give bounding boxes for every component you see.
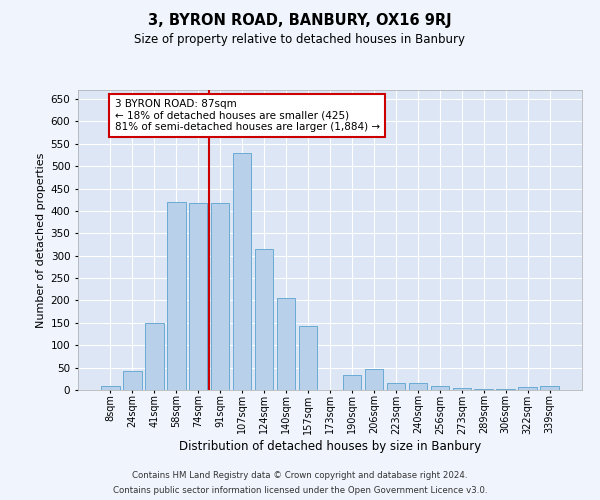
- Bar: [145, 323, 164, 390]
- Bar: [101, 386, 119, 390]
- Bar: [299, 326, 317, 390]
- Bar: [189, 203, 208, 390]
- Bar: [123, 370, 142, 390]
- Y-axis label: Number of detached properties: Number of detached properties: [37, 152, 46, 328]
- Text: 3 BYRON ROAD: 87sqm
← 18% of detached houses are smaller (425)
81% of semi-detac: 3 BYRON ROAD: 87sqm ← 18% of detached ho…: [115, 99, 380, 132]
- Text: Contains HM Land Registry data © Crown copyright and database right 2024.: Contains HM Land Registry data © Crown c…: [132, 471, 468, 480]
- Bar: [233, 152, 251, 390]
- Bar: [386, 384, 405, 390]
- Bar: [211, 203, 229, 390]
- Bar: [475, 389, 493, 390]
- Bar: [277, 298, 295, 390]
- Text: 3, BYRON ROAD, BANBURY, OX16 9RJ: 3, BYRON ROAD, BANBURY, OX16 9RJ: [148, 12, 452, 28]
- Text: Size of property relative to detached houses in Banbury: Size of property relative to detached ho…: [134, 32, 466, 46]
- Bar: [167, 202, 185, 390]
- Bar: [255, 249, 274, 390]
- Bar: [365, 368, 383, 390]
- Bar: [452, 388, 471, 390]
- Bar: [409, 384, 427, 390]
- Bar: [431, 386, 449, 390]
- X-axis label: Distribution of detached houses by size in Banbury: Distribution of detached houses by size …: [179, 440, 481, 454]
- Bar: [343, 375, 361, 390]
- Bar: [518, 387, 537, 390]
- Text: Contains public sector information licensed under the Open Government Licence v3: Contains public sector information licen…: [113, 486, 487, 495]
- Bar: [541, 386, 559, 390]
- Bar: [496, 389, 515, 390]
